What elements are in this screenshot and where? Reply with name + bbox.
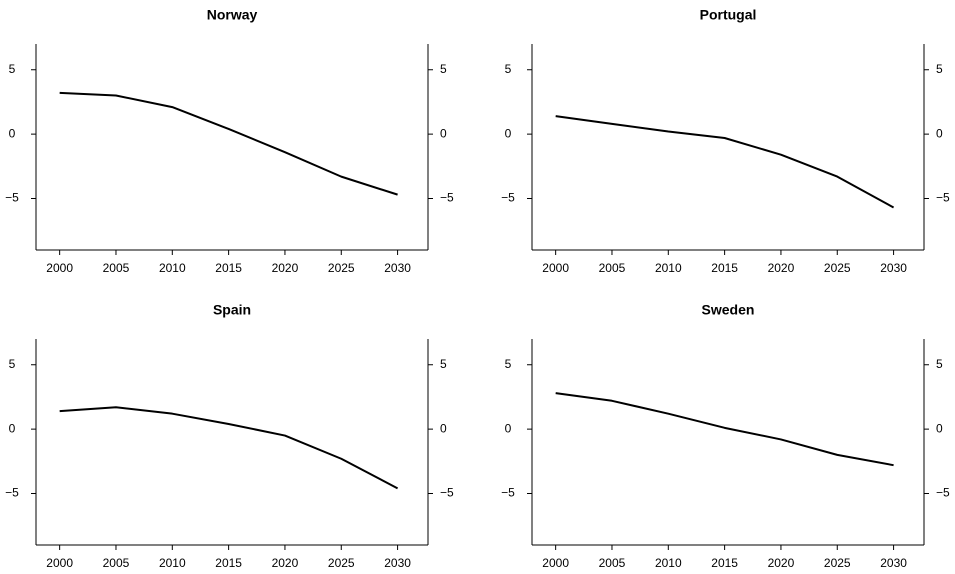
y2-tick-label: −5 bbox=[936, 191, 950, 205]
panel-title: Norway bbox=[207, 7, 258, 23]
data-line bbox=[59, 406, 399, 490]
x-tick-label: 2025 bbox=[328, 261, 355, 275]
x-tick-label: 2020 bbox=[768, 556, 795, 570]
x-tick-label: 2030 bbox=[384, 261, 411, 275]
x-tick-label: 2030 bbox=[384, 556, 411, 570]
x-tick-label: 2025 bbox=[824, 556, 851, 570]
y2-tick-label: 0 bbox=[936, 126, 943, 140]
x-tick-label: 2020 bbox=[272, 261, 299, 275]
x-tick-label: 2015 bbox=[711, 556, 738, 570]
y-tick-label: −5 bbox=[501, 486, 515, 500]
x-tick-label: 2030 bbox=[880, 556, 907, 570]
x-tick-label: 2005 bbox=[599, 556, 626, 570]
panel-title: Spain bbox=[213, 302, 251, 318]
panel-title: Sweden bbox=[702, 302, 755, 318]
y-tick-label: 5 bbox=[9, 62, 16, 76]
x-tick-label: 2000 bbox=[542, 556, 569, 570]
y2-tick-label: −5 bbox=[440, 191, 454, 205]
x-tick-label: 2010 bbox=[655, 556, 682, 570]
x-tick-label: 2000 bbox=[46, 261, 73, 275]
x-tick-label: 2020 bbox=[768, 261, 795, 275]
x-tick-label: 2000 bbox=[542, 261, 569, 275]
x-tick-label: 2020 bbox=[272, 556, 299, 570]
x-tick-label: 2005 bbox=[599, 261, 626, 275]
data-line bbox=[555, 392, 894, 467]
y-tick-label: 0 bbox=[505, 126, 512, 140]
data-line bbox=[555, 115, 895, 209]
y-tick-label: −5 bbox=[5, 191, 19, 205]
y-tick-label: 0 bbox=[9, 421, 16, 435]
y-tick-label: 5 bbox=[9, 357, 16, 371]
y2-tick-label: 5 bbox=[936, 357, 943, 371]
x-tick-label: 2015 bbox=[215, 556, 242, 570]
y2-tick-label: 0 bbox=[936, 421, 943, 435]
y-tick-label: −5 bbox=[501, 191, 515, 205]
x-tick-label: 2005 bbox=[103, 556, 130, 570]
x-tick-label: 2015 bbox=[711, 261, 738, 275]
y-tick-label: 5 bbox=[505, 357, 512, 371]
y2-tick-label: −5 bbox=[440, 486, 454, 500]
x-tick-label: 2010 bbox=[655, 261, 682, 275]
x-tick-label: 2000 bbox=[46, 556, 73, 570]
x-tick-label: 2015 bbox=[215, 261, 242, 275]
x-tick-label: 2010 bbox=[159, 556, 186, 570]
y2-tick-label: 5 bbox=[440, 357, 447, 371]
data-line bbox=[59, 91, 398, 196]
x-tick-label: 2030 bbox=[880, 261, 907, 275]
x-tick-label: 2025 bbox=[824, 261, 851, 275]
y-tick-label: −5 bbox=[5, 486, 19, 500]
y-tick-label: 5 bbox=[505, 62, 512, 76]
y2-tick-label: 5 bbox=[440, 62, 447, 76]
y2-tick-label: 5 bbox=[936, 62, 943, 76]
y2-tick-label: −5 bbox=[936, 486, 950, 500]
y2-tick-label: 0 bbox=[440, 421, 447, 435]
x-tick-label: 2005 bbox=[103, 261, 130, 275]
x-tick-label: 2010 bbox=[159, 261, 186, 275]
y-tick-label: 0 bbox=[9, 126, 16, 140]
panel-title: Portugal bbox=[700, 7, 757, 23]
y-tick-label: 0 bbox=[505, 421, 512, 435]
y2-tick-label: 0 bbox=[440, 126, 447, 140]
x-tick-label: 2025 bbox=[328, 556, 355, 570]
